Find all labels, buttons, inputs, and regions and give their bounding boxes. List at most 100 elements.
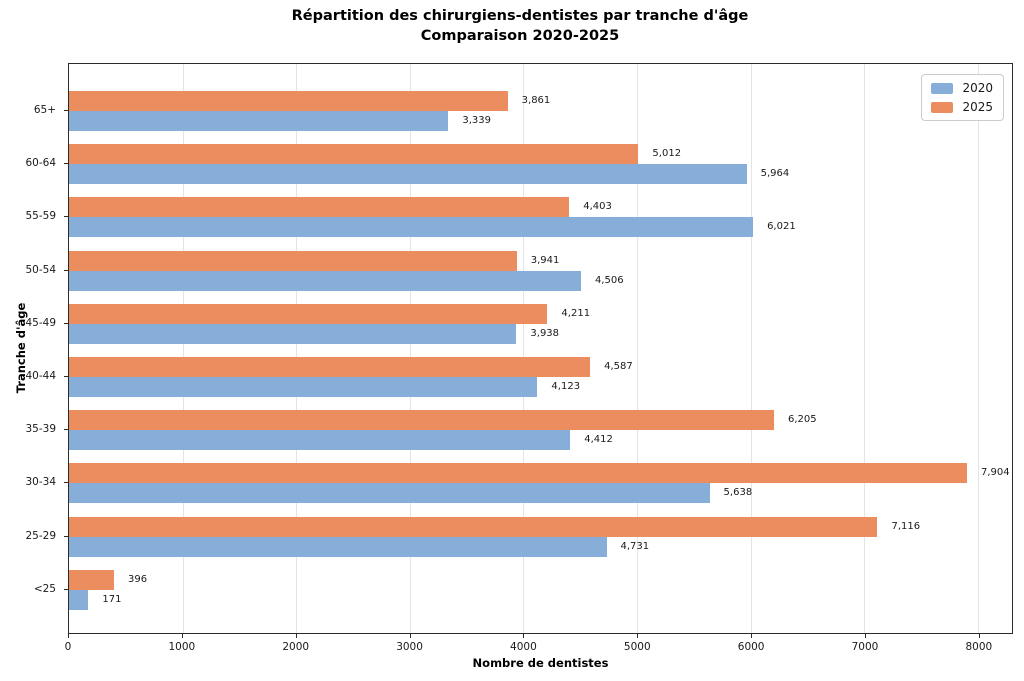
x-axis-label: Nombre de dentistes	[472, 656, 609, 670]
legend-swatch-2025	[931, 101, 954, 113]
legend: 2020 2025	[921, 74, 1004, 121]
y-tick-label: 50-54	[25, 263, 56, 276]
x-tick-mark	[864, 634, 866, 638]
bar-2025-55-59	[69, 197, 570, 218]
x-axis-ticks: 0 1000 2000 3000 4000 5000 6000 7000 8000	[64, 634, 1013, 664]
y-tick-mark	[64, 110, 68, 111]
bar-2025-65+	[69, 91, 508, 111]
bar-value-label: 6,205	[787, 414, 817, 426]
bar-value-label: 171	[102, 593, 122, 605]
x-tick-mark	[68, 634, 69, 638]
y-tick-mark	[64, 482, 68, 484]
legend-swatch-2020	[931, 82, 954, 94]
bar-2025-<25	[69, 569, 114, 590]
bar-value-label: 4,412	[584, 434, 613, 446]
y-tick-label: 25-29	[25, 529, 56, 542]
bar-value-label: 7,116	[891, 520, 921, 532]
bar-value-label: 4,123	[551, 381, 581, 392]
y-tick-mark	[64, 216, 68, 218]
x-tick-mark	[523, 634, 525, 638]
bar-2025-50-54	[69, 250, 517, 271]
bar-2020-45-49	[69, 323, 517, 344]
y-tick-mark	[64, 322, 68, 324]
y-tick-label: 30-34	[25, 476, 56, 489]
y-tick-label: 60-64	[25, 157, 56, 170]
gridline	[977, 64, 979, 633]
y-tick-label: 35-39	[25, 423, 56, 436]
bar-2025-45-49	[69, 303, 548, 324]
gridline	[523, 64, 525, 633]
x-tick-label: 5000	[623, 641, 651, 653]
x-tick-label: 0	[64, 641, 72, 653]
legend-item-2020: 2020	[931, 81, 993, 95]
y-tick-label: 45-49	[25, 316, 56, 329]
bar-2025-35-39	[69, 410, 774, 431]
bar-value-label: 4,403	[583, 201, 612, 213]
x-tick-label: 2000	[282, 641, 310, 653]
chart-title-line1: Répartition des chirurgiens-dentistes pa…	[291, 8, 749, 24]
gridline	[750, 64, 752, 633]
bar-value-label: 4,587	[604, 361, 633, 372]
bar-2025-40-44	[69, 357, 591, 377]
chart-title-line2: Comparaison 2020-2025	[420, 28, 620, 44]
y-tick-mark	[64, 163, 68, 165]
gridline	[864, 64, 866, 633]
y-axis-ticks: 65+ 60-64 55-59 50-54 45-49 40-44 35-39 30-34 25…	[0, 63, 68, 634]
bar-value-label: 5,964	[760, 168, 790, 180]
x-tick-label: 1000	[168, 641, 196, 653]
y-tick-mark	[64, 588, 68, 590]
x-tick-mark	[409, 634, 411, 638]
bar-value-label: 7,904	[981, 467, 1010, 479]
bar-value-label: 3,339	[462, 115, 491, 126]
y-tick-label: 40-44	[25, 370, 56, 382]
y-tick-mark	[64, 429, 68, 431]
bar-value-label: 4,731	[620, 540, 650, 552]
x-tick-label: 6000	[737, 641, 765, 653]
legend-label: 2020	[962, 81, 993, 95]
bar-2020-55-59	[69, 217, 754, 238]
bar-2020-25-29	[69, 536, 607, 557]
x-tick-label: 4000	[510, 641, 537, 653]
x-tick-mark	[978, 634, 980, 638]
bar-2025-30-34	[69, 463, 967, 484]
bar-2020-60-64	[69, 164, 747, 185]
legend-label: 2025	[962, 100, 993, 114]
bar-value-label: 6,021	[767, 221, 796, 233]
bar-2020-<25	[69, 589, 89, 610]
bar-2025-25-29	[69, 516, 878, 537]
bar-value-label: 4,211	[561, 307, 591, 319]
bar-2020-30-34	[69, 483, 710, 504]
bar-2020-65+	[69, 111, 449, 131]
gridline	[182, 64, 184, 633]
gridline	[296, 64, 298, 633]
bar-value-label: 4,506	[594, 274, 624, 286]
x-tick-mark	[751, 634, 753, 638]
bar-value-label: 3,938	[530, 327, 560, 339]
bar-2020-50-54	[69, 270, 581, 291]
x-tick-label: 7000	[851, 641, 879, 653]
bar-value-label: 3,861	[521, 95, 551, 106]
y-tick-mark	[64, 376, 68, 377]
x-tick-mark	[181, 634, 183, 638]
bar-2020-40-44	[69, 377, 538, 397]
y-tick-mark	[64, 535, 68, 537]
chart-title: Répartition des chirurgiens-dentistes pa…	[18, 6, 1022, 46]
y-tick-label: 55-59	[25, 210, 56, 223]
bar-2025-60-64	[69, 144, 639, 165]
bar-value-label: 396	[127, 573, 148, 585]
bar-value-label: 3,941	[530, 254, 560, 266]
legend-item-2025: 2025	[931, 100, 993, 114]
x-tick-mark	[637, 634, 639, 638]
plot-area: 3,861 3,339 5,012 5,964 4,403 6,021 3,941 4,506…	[68, 63, 1013, 634]
gridline	[409, 64, 411, 633]
bar-value-label: 5,638	[723, 487, 753, 499]
y-tick-label: <25	[33, 582, 56, 595]
x-tick-label: 3000	[396, 641, 423, 653]
bar-value-label: 5,012	[652, 148, 682, 160]
bar-2020-35-39	[69, 430, 571, 451]
x-tick-mark	[295, 634, 297, 638]
y-tick-mark	[64, 269, 68, 271]
gridline	[637, 64, 639, 633]
x-tick-label: 8000	[965, 641, 993, 653]
